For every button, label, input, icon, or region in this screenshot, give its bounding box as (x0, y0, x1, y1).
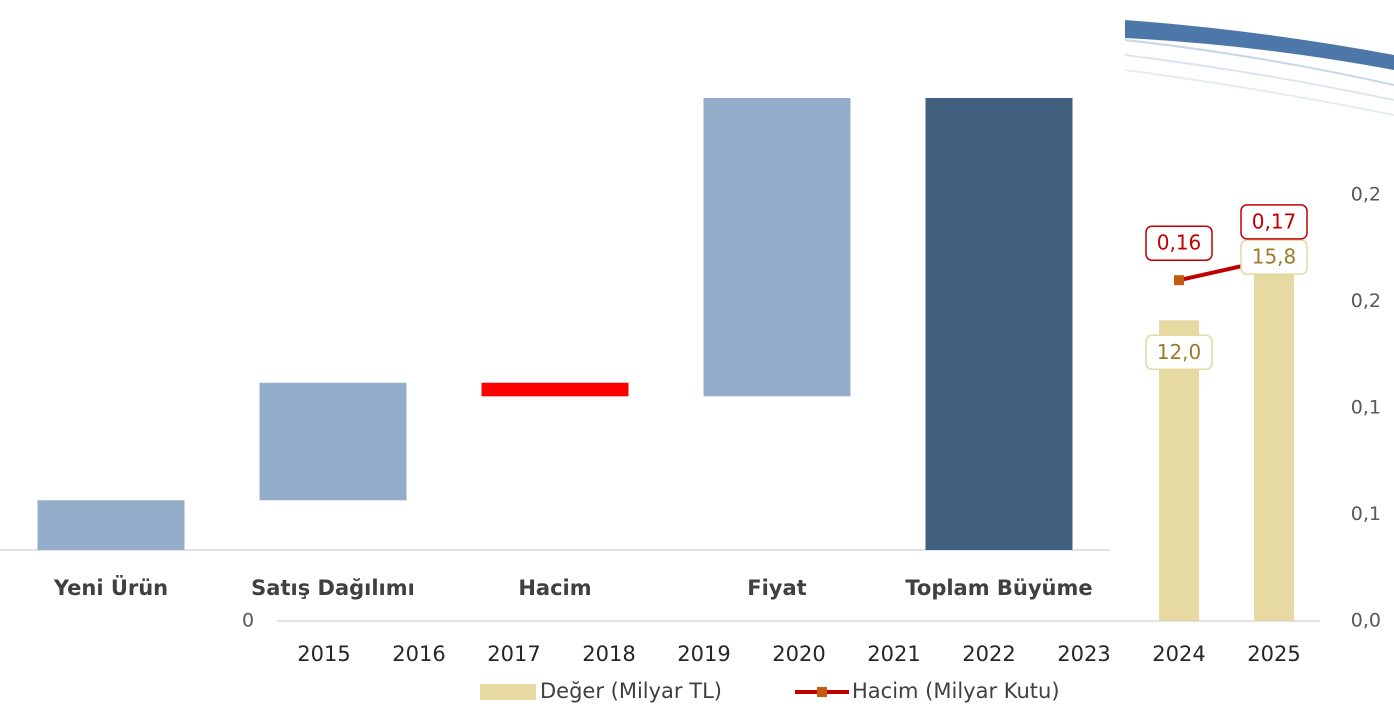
x-tick-label: 2017 (487, 642, 540, 666)
x-tick-label: Fiyat (747, 576, 806, 600)
waterfall-bar (260, 383, 407, 501)
x-tick-label: 2024 (1152, 642, 1205, 666)
waterfall-bar (38, 500, 185, 550)
waterfall-bar (482, 383, 629, 397)
x-tick-label: 2015 (297, 642, 350, 666)
x-tick-label: 2021 (867, 642, 920, 666)
x-tick-label: Yeni Ürün (53, 575, 168, 600)
x-tick-label: 2019 (677, 642, 730, 666)
x-tick-label: 2018 (582, 642, 635, 666)
x-tick-label: Toplam Büyüme (905, 576, 1092, 600)
y2-tick-label: 0,1 (1351, 503, 1381, 525)
legend-swatch (480, 684, 536, 700)
line-marker (1174, 275, 1184, 285)
y-tick-label: 0 (242, 610, 254, 632)
decoration (1125, 20, 1394, 115)
x-tick-label: 2025 (1247, 642, 1300, 666)
waterfall-bar (704, 98, 851, 396)
legend-label: Hacim (Milyar Kutu) (852, 679, 1060, 703)
y2-tick-label: 0,0 (1351, 610, 1381, 632)
y2-tick-label: 0,2 (1351, 290, 1381, 312)
legend-swatch (817, 687, 827, 697)
y2-tick-label: 0,1 (1351, 397, 1381, 419)
bar (1254, 225, 1294, 621)
x-tick-label: 2020 (772, 642, 825, 666)
x-tick-label: 2016 (392, 642, 445, 666)
waterfall-bar (926, 98, 1073, 550)
data-label: 0,17 (1252, 209, 1297, 233)
x-tick-label: Satış Dağılımı (251, 576, 415, 600)
chart-page: 0 0,0 0,1 0,1 0,2 0,2 2015 2016 2017 2018 2019 2020… (0, 0, 1394, 724)
x-tick-label: 2023 (1057, 642, 1110, 666)
y2-tick-label: 0,2 (1351, 184, 1381, 206)
data-label: 15,8 (1252, 245, 1297, 269)
x-tick-label: 2022 (962, 642, 1015, 666)
legend: Değer (Milyar TL) Hacim (Milyar Kutu) (480, 679, 1060, 703)
data-label: 12,0 (1157, 340, 1202, 364)
legend-label: Değer (Milyar TL) (540, 679, 722, 703)
x-tick-label: Hacim (518, 576, 591, 600)
data-label: 0,16 (1157, 231, 1202, 255)
